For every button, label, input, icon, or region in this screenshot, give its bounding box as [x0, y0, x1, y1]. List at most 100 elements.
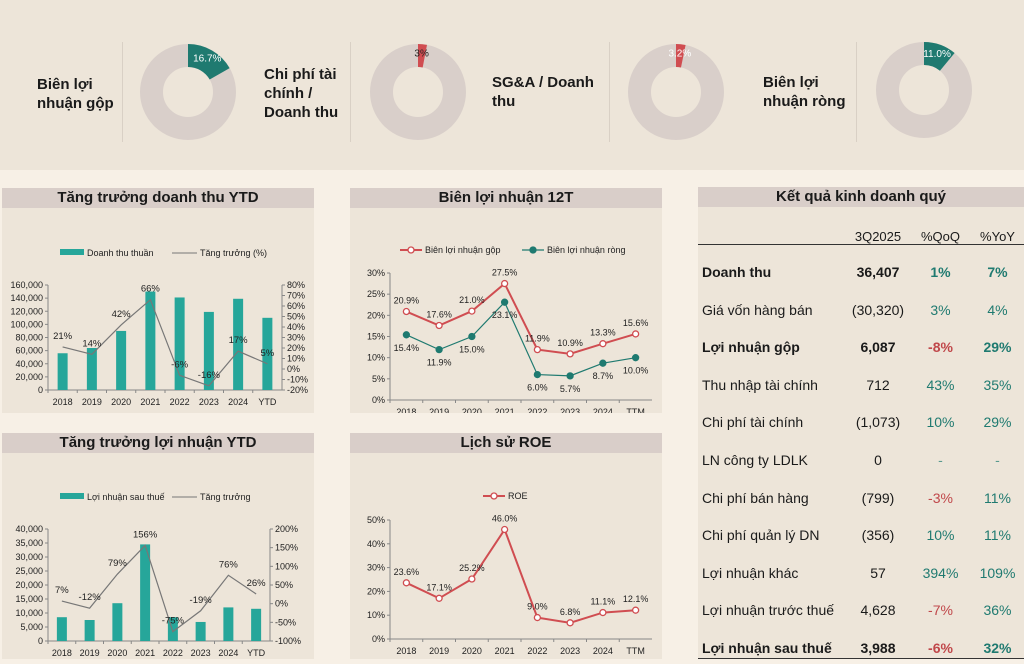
y-tick-label: 25% [367, 289, 385, 299]
donut-value-label: 16.7% [193, 54, 221, 65]
row-qoq: -7% [928, 602, 953, 619]
data-label: 6.8% [560, 607, 581, 617]
data-point [566, 350, 574, 358]
kpi-label-line: Chi phí tài [264, 66, 337, 83]
data-point [631, 354, 640, 362]
bar-2020 [116, 330, 127, 390]
x-tick-label: 2024 [228, 397, 248, 407]
growth-data-label: 42% [112, 309, 132, 320]
y-tick-label: 30% [367, 268, 385, 278]
data-point [435, 594, 443, 602]
bar-2021 [140, 544, 151, 641]
data-label: 11.1% [590, 597, 615, 607]
kpi-label-net-margin: Biên lợi nhuận ròng [763, 73, 846, 111]
y-tick-label: 20% [367, 586, 385, 596]
y-tick-label-right: 0% [275, 599, 288, 609]
x-tick-label: 2018 [396, 407, 416, 413]
kpi-band: Biên lợi nhuận gộp 16.7% Chi phí tài chí… [0, 0, 1024, 170]
y-tick-label-left: 35,000 [15, 538, 43, 548]
growth-data-label: 17% [229, 335, 249, 346]
table-header: 3Q2025 %QoQ %YoY [698, 229, 1024, 245]
y-tick-label-left: 120,000 [10, 306, 43, 316]
y-tick-label: 0% [372, 634, 385, 644]
row-yoy: 32% [983, 640, 1012, 656]
bar-2019 [84, 620, 95, 641]
growth-data-label: 14% [82, 338, 102, 349]
panel-title: Tăng trưởng lợi nhuận YTD [2, 433, 314, 453]
donut-net-margin: 11.0% [876, 42, 972, 138]
y-tick-label: 10% [367, 353, 385, 363]
kpi-label-line: SG&A / Doanh [492, 74, 594, 91]
data-point [402, 331, 411, 339]
data-label: 20.9% [394, 296, 420, 306]
row-qoq: 1% [930, 264, 951, 280]
panel-title: Biên lợi nhuận 12T [350, 188, 662, 208]
x-tick-label: 2024 [218, 648, 238, 658]
x-tick-label: 2022 [163, 648, 183, 658]
y-tick-label-right: 150% [275, 543, 298, 553]
y-tick-label-left: 140,000 [10, 293, 43, 303]
y-tick-label-left: 5,000 [20, 622, 43, 632]
row-qoq: 43% [926, 376, 955, 393]
data-label: 13.3% [590, 328, 616, 338]
data-label: 11.9% [525, 334, 550, 344]
y-tick-label-right: 30% [287, 333, 305, 343]
bar-YTD [262, 317, 273, 390]
data-point [435, 321, 443, 330]
row-qoq: 3% [930, 301, 951, 318]
row-qoq: -8% [928, 339, 953, 356]
y-tick-label-left: 20,000 [15, 372, 43, 382]
y-tick-label-left: 0 [38, 636, 43, 646]
kpi-divider [122, 42, 123, 142]
panel-roe-history: Lịch sử ROE 0% 10% 20% 30% 40% 50% 2018 2019 202… [350, 433, 662, 659]
bar-2023 [203, 311, 214, 390]
bar-2024 [223, 607, 234, 641]
y-tick-label-left: 60,000 [15, 346, 43, 356]
x-tick-label: 2023 [199, 397, 219, 407]
row-yoy: 4% [987, 301, 1008, 318]
y-tick-label-right: -10% [287, 375, 308, 385]
kpi-label-sga: SG&A / Doanh thu [492, 73, 594, 111]
table-row: Chi phí tài chính (1,073) 10% 29% [698, 414, 1024, 434]
growth-line [61, 544, 257, 633]
row-value: 6,087 [860, 339, 896, 356]
series-line-0 [405, 281, 636, 355]
kpi-label-line: Doanh thu [264, 104, 339, 121]
data-label: 17.1% [426, 582, 452, 592]
growth-data-label: 76% [219, 559, 239, 570]
data-label: 15.4% [394, 343, 420, 353]
panel-margin-12t: Biên lợi nhuận 12T 0% 5% 10% 15% 20% 25% 30% 20… [350, 188, 662, 417]
row-value: (1,073) [855, 414, 901, 431]
donut-gross-margin: 16.7% [140, 44, 236, 140]
x-tick-label: 2019 [82, 397, 102, 407]
data-point [631, 330, 640, 338]
data-label: 23.6% [394, 567, 420, 577]
bar-2021 [145, 291, 156, 390]
growth-data-label: -19% [190, 595, 213, 606]
x-tick-label: 2020 [462, 646, 482, 656]
table-row: Doanh thu 36,407 1% 7% [698, 264, 1024, 284]
row-yoy: 29% [983, 414, 1012, 431]
header-qoq: %QoQ [920, 229, 960, 244]
y-tick-label: 20% [367, 310, 385, 320]
x-tick-label: 2024 [593, 646, 613, 656]
revenue-growth-chart: Doanh thu thuần Tăng trưởng (%) 0 20,000 40,… [10, 248, 308, 407]
table-row: Lợi nhuận trước thuế 4,628 -7% 36% [698, 602, 1024, 622]
legend-bar-swatch [60, 493, 84, 499]
y-tick-label: 5% [372, 374, 385, 384]
x-tick-label: 2019 [429, 407, 449, 413]
row-qoq: - [938, 452, 943, 468]
header-yoy: %YoY [980, 229, 1015, 244]
y-tick-label-right: 80% [287, 280, 305, 290]
row-value: 36,407 [856, 264, 900, 280]
growth-data-label: 156% [133, 529, 158, 540]
row-label: Doanh thu [702, 264, 772, 280]
margin-12t-chart: 0% 5% 10% 15% 20% 25% 30% 2018 2019 2020 2021 2022 2… [367, 245, 652, 417]
legend-swatch-marker [529, 246, 537, 254]
row-yoy: 36% [983, 602, 1012, 619]
x-tick-label: 2020 [462, 407, 482, 413]
x-tick-label: 2022 [170, 397, 190, 407]
x-tick-label: 2022 [527, 407, 547, 413]
data-label: 8.7% [593, 371, 614, 381]
row-qoq: 10% [926, 527, 955, 544]
